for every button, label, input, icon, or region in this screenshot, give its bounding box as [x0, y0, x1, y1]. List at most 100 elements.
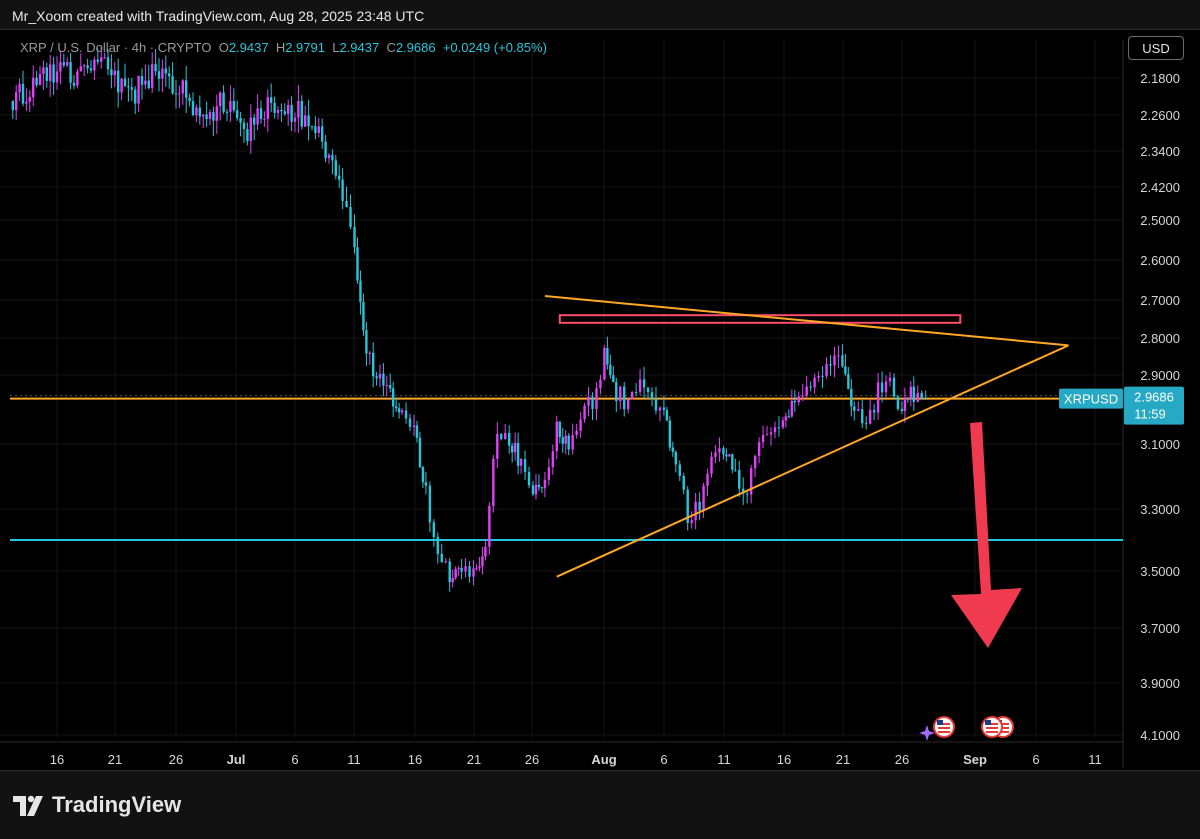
candle-body — [555, 421, 558, 452]
candle-body — [765, 434, 769, 436]
candle-body — [69, 62, 72, 83]
candle-body — [623, 386, 626, 410]
candle-body — [784, 416, 788, 421]
candle-body — [338, 175, 341, 180]
candle-body — [561, 437, 564, 444]
candle-body — [181, 80, 184, 94]
x-tick-label: 6 — [1032, 752, 1039, 767]
y-tick-label: 3.1000 — [1140, 437, 1180, 452]
candle-body — [79, 66, 82, 72]
candle-body — [903, 398, 907, 411]
candle-body — [880, 382, 884, 393]
candle-body — [460, 567, 463, 572]
candle-body — [52, 64, 55, 83]
candle-body — [341, 179, 344, 201]
candle-body — [283, 111, 286, 115]
candle-body — [638, 379, 642, 393]
candle-body — [45, 67, 48, 81]
candle-body — [270, 97, 273, 103]
candle-body — [259, 108, 263, 120]
candle-body — [205, 114, 208, 119]
candle-body — [906, 398, 910, 400]
candle-body — [781, 420, 785, 428]
candle-body — [543, 479, 547, 489]
candle-body — [49, 64, 52, 81]
candle-body — [451, 577, 454, 583]
flag-stripe — [938, 727, 950, 729]
down-arrow-icon — [951, 422, 1022, 648]
y-tick-label: 2.8000 — [1140, 331, 1180, 346]
candle-body — [500, 433, 503, 440]
candle-body — [195, 107, 198, 116]
low-value: 2.9437 — [339, 40, 380, 55]
flag-stripe — [938, 731, 950, 733]
x-tick-label: 21 — [836, 752, 850, 767]
candle-body — [682, 475, 685, 490]
candle-body — [314, 126, 317, 133]
y-tick-label: 3.9000 — [1140, 676, 1180, 691]
candle-body — [698, 501, 701, 511]
candle-body — [232, 101, 235, 111]
candle-body — [686, 489, 689, 524]
candle-body — [654, 398, 658, 411]
candle-body — [389, 385, 392, 389]
candle-body — [516, 442, 520, 466]
candle-body — [219, 92, 222, 107]
y-tick-label: 2.9000 — [1140, 368, 1180, 383]
candle-body — [208, 112, 212, 119]
candle-body — [365, 330, 368, 354]
candle-body — [263, 118, 266, 120]
y-axis[interactable]: 2.1800 2.2600 2.3400 2.4200 2.5000 2.6000 2.70… — [1140, 71, 1180, 743]
candle-body — [66, 62, 69, 66]
candle-body — [534, 484, 538, 495]
candle-body — [829, 364, 832, 366]
candle-body — [400, 410, 404, 413]
us-flag-icon — [933, 716, 955, 738]
resistance-zone — [558, 314, 962, 324]
x-tick-label: 11 — [347, 752, 361, 767]
candle-body — [583, 405, 586, 420]
candle-body — [375, 376, 378, 379]
candle-body — [421, 467, 425, 483]
candle-body — [18, 83, 21, 93]
candle-body — [454, 568, 457, 578]
candle-body — [300, 100, 303, 127]
y-tick-label: 2.1800 — [1140, 71, 1180, 86]
candle-body — [174, 93, 178, 95]
candle-body — [266, 97, 269, 119]
ascending-trendline — [556, 344, 1069, 578]
candle-body — [793, 400, 796, 403]
x-tick-label: 26 — [525, 752, 539, 767]
x-tick-label: 6 — [291, 752, 298, 767]
candle-body — [753, 455, 757, 469]
x-axis[interactable]: 16 21 26 Jul 6 11 16 21 26 Aug 6 11 16 21 26 Sep 6 11 — [50, 752, 1102, 767]
price-tag-value: 2.9686 — [1134, 390, 1174, 405]
currency-button[interactable]: USD — [1128, 36, 1184, 60]
candle-body — [706, 473, 709, 486]
candle-body — [718, 448, 721, 453]
close-label: C — [386, 40, 396, 55]
candle-body — [428, 485, 432, 523]
candle-body — [646, 387, 650, 393]
x-tick-label: Aug — [591, 752, 616, 767]
candle-body — [595, 388, 598, 410]
candle-body — [481, 556, 484, 567]
candle-body — [134, 89, 137, 104]
candle-body — [612, 375, 615, 383]
price-chart[interactable]: XRPUSD 2.9686 11:59 2.1800 2.2600 2.3400 2.42… — [0, 30, 1200, 770]
candle-body — [642, 379, 646, 388]
candle-body — [757, 442, 761, 456]
candle-body — [394, 406, 398, 409]
candle-body — [256, 108, 259, 125]
y-tick-label: 3.7000 — [1140, 621, 1180, 636]
candle-body — [674, 451, 677, 465]
open-value: 2.9437 — [228, 40, 269, 55]
candle-body — [127, 85, 130, 88]
candle-body — [694, 501, 697, 521]
x-tick-label: 21 — [108, 752, 122, 767]
candle-body — [144, 80, 147, 85]
candle-body — [249, 117, 252, 142]
candle-body — [100, 57, 103, 62]
y-tick-label: 2.2600 — [1140, 108, 1180, 123]
candle-body — [508, 432, 511, 446]
